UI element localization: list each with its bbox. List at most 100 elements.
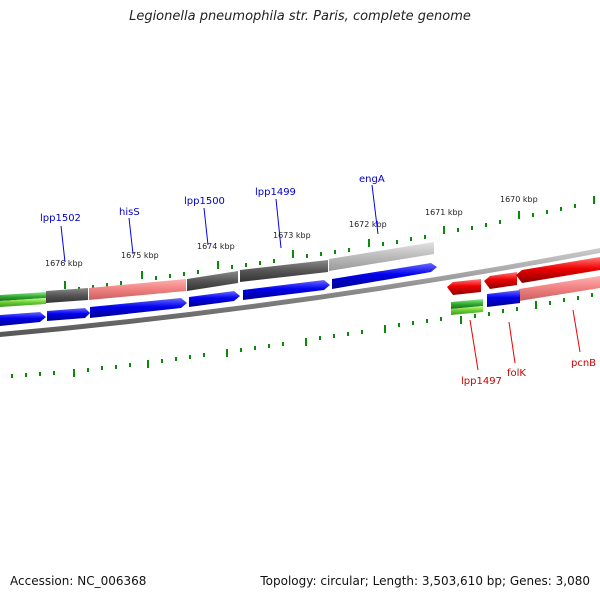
tick-mark [361,330,363,334]
gene-arrow-forward [243,280,330,300]
tick-mark [549,301,551,305]
tick-mark [231,265,233,269]
major-tick [535,301,537,309]
forward-gene-track [0,263,437,326]
tick-mark [115,365,117,369]
tick-mark [412,321,414,325]
callout-line [275,198,282,249]
cog-segment [187,271,238,291]
tick-mark [87,368,89,372]
cog-segment [451,306,483,315]
major-tick [443,226,445,234]
cog-track-forward [0,242,434,307]
tick-mark [306,254,308,258]
callout-line [128,217,134,255]
reverse-gene-track [447,257,600,307]
gene-arrow-forward [189,291,240,307]
gene-arrow-forward [332,263,437,289]
callout-line [371,184,379,235]
tick-mark [169,274,171,278]
tick-mark [25,373,27,377]
tick-mark [334,250,336,254]
tick-mark [474,314,476,318]
gene-label-pcnB: pcnB [571,358,596,369]
major-tick [368,239,370,247]
tick-mark [175,357,177,361]
gene-label-hisS: hisS [119,207,140,218]
gene-arrow-forward [0,312,46,326]
cog-segment [46,288,88,303]
gene-arrow-forward [90,298,187,318]
cog-segment [519,276,600,301]
major-tick [305,338,307,346]
tick-mark [457,228,459,232]
tick-mark [203,353,205,357]
callout-line [469,319,479,371]
tick-mark [254,346,256,350]
cog-segment [329,242,434,271]
scale-label: 1670 kbp [500,195,538,204]
major-tick [292,250,294,258]
tick-mark [560,207,562,211]
tick-mark [197,270,199,274]
tick-mark [574,204,576,208]
cog-track-reverse [451,276,600,315]
tick-mark [410,237,412,241]
tick-mark [129,363,131,367]
callout-line [60,225,66,263]
scale-label: 1675 kbp [121,251,159,260]
gene-arrow-forward [47,308,90,321]
cog-segment [0,298,46,307]
major-tick [460,316,462,324]
tick-mark [502,309,504,313]
scale-labels: 1676 kbp 1675 kbp 1674 kbp 1673 kbp 1672… [45,195,538,268]
tick-mark [577,296,579,300]
tick-mark [426,319,428,323]
tick-mark [398,323,400,327]
tick-mark [155,276,157,280]
major-tick [593,196,595,204]
cog-segment [451,299,483,309]
tick-mark [11,374,13,378]
map-title: Legionella pneumophila str. Paris, compl… [129,9,471,24]
tick-mark [53,371,55,375]
cog-segment [240,260,328,282]
gene-label-lpp1497: lpp1497 [461,376,502,387]
major-tick [518,211,520,219]
tick-mark [245,263,247,267]
scale-label: 1671 kbp [425,208,463,217]
tick-mark [259,261,261,265]
tick-mark [382,242,384,246]
major-tick [217,261,219,269]
tick-mark [591,293,593,297]
tick-mark [106,283,108,287]
tick-mark [268,344,270,348]
gene-arrow-reverse [484,272,517,289]
accession-text: Accession: NC_006368 [10,574,147,588]
genome-stats-text: Topology: circular; Length: 3,503,610 bp… [260,574,590,588]
reverse-tick-track [11,293,593,378]
gene-label-lpp1502: lpp1502 [40,213,81,224]
tick-mark [485,223,487,227]
gene-arrow-reverse [516,257,600,283]
major-tick [64,281,66,289]
forward-tick-track [8,196,595,301]
major-tick [226,349,228,357]
tick-mark [499,220,501,224]
tick-mark [516,307,518,311]
callout-line [572,309,581,353]
tick-mark [471,226,473,230]
tick-mark [319,336,321,340]
gene-label-lpp1500: lpp1500 [184,196,225,207]
callout-line [508,321,516,364]
scale-label: 1673 kbp [273,231,311,240]
tick-mark [161,359,163,363]
tick-mark [273,259,275,263]
scale-label: 1674 kbp [197,242,235,251]
gene-arrow-forward [487,290,520,307]
tick-mark [120,281,122,285]
tick-mark [424,235,426,239]
tick-mark [240,348,242,352]
tick-mark [396,240,398,244]
